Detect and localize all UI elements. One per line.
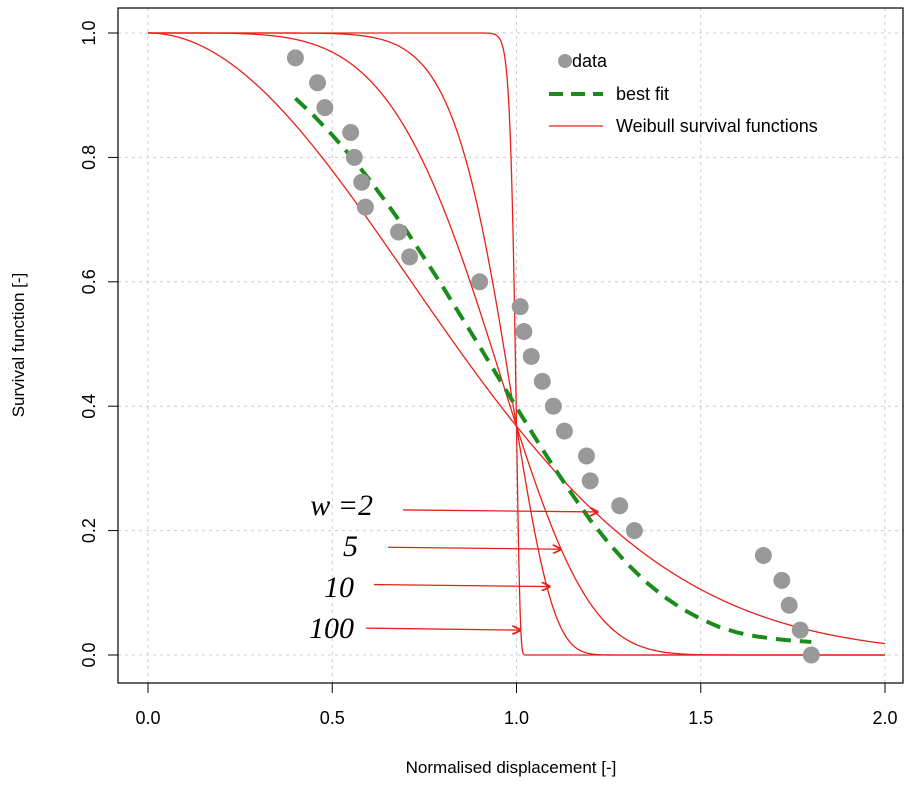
- annotation-arrow: [373, 585, 550, 587]
- legend-label: best fit: [616, 84, 669, 104]
- data-point: [345, 148, 363, 166]
- data-point: [544, 397, 562, 415]
- y-tick-label: 0.0: [79, 642, 99, 667]
- y-tick-label: 1.0: [79, 20, 99, 45]
- data-point: [401, 248, 419, 266]
- y-tick-label: 0.4: [79, 394, 99, 419]
- data-point: [356, 198, 374, 216]
- best-fit-path: [294, 96, 812, 644]
- legend-label: data: [572, 51, 608, 71]
- weibull-curves: [148, 32, 886, 656]
- data-point: [555, 422, 573, 440]
- annotation-arrow: [387, 547, 561, 549]
- x-tick-label: 1.5: [688, 708, 713, 728]
- annotation-label: 5: [343, 530, 358, 563]
- x-tick-label: 1.0: [504, 708, 529, 728]
- data-point: [316, 99, 334, 117]
- data-point: [511, 298, 529, 316]
- data-point: [515, 323, 533, 341]
- annotation-label: 100: [309, 612, 354, 645]
- data-point: [754, 546, 772, 564]
- data-point: [802, 646, 820, 664]
- x-axis-title: Normalised displacement [-]: [406, 758, 617, 777]
- legend-marker-data: [558, 54, 572, 68]
- data-point: [286, 49, 304, 67]
- annotation-label: 10: [324, 571, 354, 604]
- annotations: w =2 5 10 100: [309, 489, 598, 645]
- x-tick-label: 0.5: [320, 708, 345, 728]
- y-axis-title: Survival function [-]: [9, 273, 28, 418]
- legend-label: Weibull survival functions: [616, 116, 818, 136]
- y-tick-label: 0.2: [79, 518, 99, 543]
- annotation-arrow: [402, 510, 598, 512]
- y-tick-label: 0.8: [79, 145, 99, 170]
- data-point: [471, 273, 489, 291]
- data-point: [309, 74, 327, 92]
- data-point: [611, 497, 629, 515]
- data-points: [286, 49, 820, 664]
- annotation-arrow: [365, 628, 520, 630]
- data-point: [342, 124, 360, 142]
- legend: data best fit Weibull survival functions: [549, 51, 818, 136]
- data-point: [390, 223, 408, 241]
- best-fit-line: [294, 96, 812, 644]
- y-tick-label: 0.6: [79, 269, 99, 294]
- axes: 0.0 0.5 1.0 1.5 2.0 0.0 0.2 0.4 0.6 0.8 1.0 Normali…: [9, 7, 904, 777]
- annotation-label: w =2: [310, 489, 373, 522]
- x-tick-label: 0.0: [135, 708, 160, 728]
- weibull-curve-w100: [148, 32, 885, 656]
- data-point: [581, 472, 599, 490]
- data-point: [522, 347, 540, 365]
- x-tick-label: 2.0: [872, 708, 897, 728]
- data-point: [780, 596, 798, 614]
- data-point: [533, 372, 551, 390]
- data-point: [625, 522, 643, 540]
- data-point: [773, 571, 791, 589]
- data-point: [578, 447, 596, 465]
- data-point: [791, 621, 809, 639]
- plot-frame: [117, 7, 904, 684]
- data-point: [353, 173, 371, 191]
